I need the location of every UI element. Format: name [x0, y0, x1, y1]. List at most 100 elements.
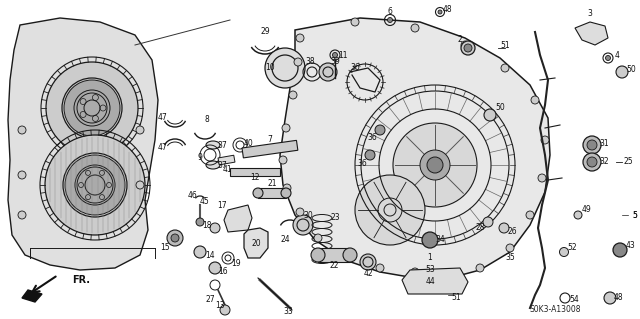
Text: 32: 32	[599, 158, 609, 167]
Text: 48: 48	[442, 5, 452, 14]
Text: 7: 7	[268, 136, 273, 145]
Text: 49: 49	[581, 205, 591, 214]
Text: 16: 16	[218, 268, 228, 277]
Text: 51: 51	[500, 41, 510, 49]
Polygon shape	[402, 268, 468, 294]
Bar	[318, 248, 350, 262]
Text: 47: 47	[158, 114, 168, 122]
Text: 20: 20	[251, 240, 261, 249]
Text: 37: 37	[217, 140, 227, 150]
Bar	[258, 188, 286, 198]
Text: 24: 24	[280, 235, 290, 244]
Text: 1: 1	[428, 253, 433, 262]
Circle shape	[46, 62, 138, 154]
Circle shape	[587, 157, 597, 167]
Circle shape	[499, 223, 509, 233]
Text: FR.: FR.	[72, 275, 90, 285]
Ellipse shape	[281, 188, 291, 198]
Text: 36: 36	[357, 159, 367, 167]
Circle shape	[220, 305, 230, 315]
Circle shape	[296, 208, 304, 216]
Circle shape	[604, 292, 616, 304]
Text: 14: 14	[205, 250, 215, 259]
Polygon shape	[8, 18, 158, 270]
Text: 23: 23	[330, 213, 340, 222]
Circle shape	[438, 10, 442, 14]
Circle shape	[293, 215, 313, 235]
Text: 30: 30	[303, 211, 313, 219]
Text: 4: 4	[614, 50, 620, 60]
Text: 44: 44	[425, 278, 435, 286]
Polygon shape	[244, 228, 268, 258]
Circle shape	[574, 211, 582, 219]
Circle shape	[279, 156, 287, 164]
Circle shape	[506, 244, 514, 252]
Text: 35: 35	[505, 254, 515, 263]
Circle shape	[605, 56, 611, 61]
Text: 22: 22	[329, 261, 339, 270]
Text: 6: 6	[388, 6, 392, 16]
Circle shape	[541, 136, 549, 144]
Circle shape	[296, 34, 304, 42]
Circle shape	[501, 64, 509, 72]
Circle shape	[136, 181, 144, 189]
Circle shape	[538, 174, 546, 182]
Circle shape	[446, 271, 454, 279]
Text: 38: 38	[305, 57, 315, 66]
Text: 42: 42	[363, 270, 373, 278]
Circle shape	[209, 262, 221, 274]
Circle shape	[613, 243, 627, 257]
Text: 54: 54	[569, 295, 579, 305]
Text: 13: 13	[215, 300, 225, 309]
Text: 27: 27	[205, 295, 215, 305]
Text: 52: 52	[567, 243, 577, 253]
Polygon shape	[280, 18, 550, 278]
Text: 25: 25	[623, 158, 633, 167]
Circle shape	[136, 126, 144, 134]
Circle shape	[344, 251, 352, 259]
Circle shape	[314, 234, 322, 242]
Circle shape	[376, 264, 384, 272]
Circle shape	[196, 218, 204, 226]
Ellipse shape	[206, 161, 220, 169]
Circle shape	[616, 66, 628, 78]
Circle shape	[64, 80, 120, 136]
Circle shape	[427, 157, 443, 173]
Circle shape	[289, 91, 297, 99]
Circle shape	[194, 246, 206, 258]
Text: 19: 19	[231, 258, 241, 268]
Bar	[242, 140, 298, 158]
Circle shape	[393, 123, 477, 207]
Text: 21: 21	[268, 179, 276, 188]
Ellipse shape	[206, 141, 220, 149]
Circle shape	[319, 63, 337, 81]
Text: 43: 43	[625, 241, 635, 249]
Circle shape	[294, 58, 302, 66]
Circle shape	[171, 234, 179, 242]
Text: S0K3-A13008: S0K3-A13008	[530, 306, 582, 315]
Text: 41: 41	[222, 166, 232, 174]
Polygon shape	[224, 205, 252, 232]
Circle shape	[355, 175, 425, 245]
Text: 36: 36	[350, 63, 360, 72]
Text: 8: 8	[205, 115, 209, 124]
Text: 46: 46	[188, 190, 198, 199]
Circle shape	[18, 171, 26, 179]
Circle shape	[422, 232, 438, 248]
Circle shape	[526, 211, 534, 219]
Text: 37: 37	[217, 160, 227, 169]
Circle shape	[351, 18, 359, 26]
Circle shape	[282, 124, 290, 132]
Circle shape	[531, 96, 539, 104]
Text: 40: 40	[243, 138, 253, 147]
Bar	[230, 168, 280, 176]
Ellipse shape	[343, 248, 357, 262]
Text: 53: 53	[425, 265, 435, 275]
Text: 47: 47	[158, 144, 168, 152]
Text: 10: 10	[265, 63, 275, 72]
Circle shape	[18, 211, 26, 219]
Bar	[218, 155, 235, 165]
Circle shape	[265, 48, 305, 88]
Text: 51: 51	[451, 293, 461, 302]
Text: 18: 18	[202, 220, 212, 229]
